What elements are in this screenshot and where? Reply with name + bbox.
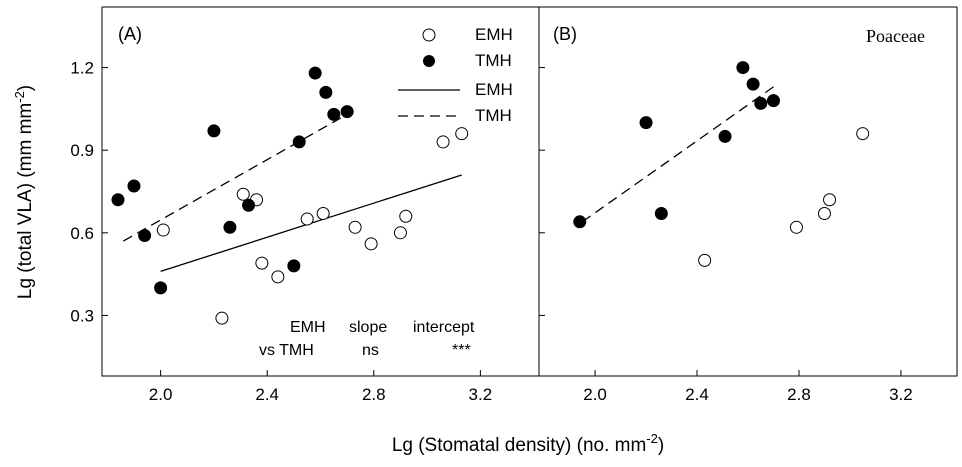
panel-b-point-tmh [736, 61, 750, 75]
panel-a-point-emh [393, 226, 407, 240]
legend-open-circle-marker [422, 28, 436, 42]
panel-a-label: (A) [118, 24, 142, 44]
panel-a-point-tmh [287, 259, 301, 273]
panel-b-point-tmh [718, 129, 732, 143]
annotation-significance: *** [452, 342, 471, 359]
panel-b-title: Poaceae [866, 26, 925, 46]
panel-b-point-tmh [754, 96, 768, 110]
panel-a-point-emh [300, 212, 314, 226]
panel-a-point-tmh [223, 220, 237, 234]
annotation-intercept: intercept [413, 319, 475, 336]
annotation-slope: slope [349, 319, 387, 336]
panel-b-point-tmh [766, 94, 780, 108]
x-axis-label-end: ) [658, 435, 664, 456]
panel-b-point-emh [817, 207, 831, 221]
panel-a-point-emh [364, 237, 378, 251]
panel-b-point-emh [823, 193, 837, 207]
comparison-annotation: EMH slope intercept vs TMH ns *** [259, 319, 475, 359]
panel-a-point-tmh [308, 66, 322, 80]
panel-a-point-tmh [138, 229, 152, 243]
panel-a-point-emh [399, 209, 413, 223]
annotation-ns: ns [362, 342, 379, 359]
panel-b-point-emh [856, 127, 870, 141]
x-axis-label-superscript: -2 [646, 431, 658, 446]
panel-a-x-tick-label: 3.2 [469, 385, 493, 404]
panel-a-point-tmh [154, 281, 168, 295]
panel-b: (B) Poaceae 2.0 2.4 2.8 3.2 [539, 24, 925, 404]
panel-a-point-tmh [319, 85, 333, 99]
panel-a-point-emh [215, 311, 229, 325]
panel-b-point-emh [789, 220, 803, 234]
annotation-emh: EMH [290, 319, 326, 336]
legend-filled-circle-marker [423, 55, 435, 67]
panel-b-x-tick-label: 3.2 [889, 385, 913, 404]
panel-a-point-emh [348, 220, 362, 234]
legend-label-tmh-line: TMH [475, 106, 512, 125]
legend-label-tmh-points: TMH [475, 51, 512, 70]
panel-a-y-tick-label: 1.2 [70, 59, 94, 78]
panel-b-x-tick-label: 2.4 [685, 385, 709, 404]
panel-b-x-tick-label: 2.0 [583, 385, 607, 404]
panel-a-x-tick-label: 2.0 [149, 385, 173, 404]
y-axis-label: Lg (total VLA) (mm mm-2) [12, 85, 36, 299]
y-axis-label-superscript: -2 [12, 91, 27, 103]
panel-a-point-tmh [127, 179, 141, 193]
panel-a-point-emh [455, 127, 469, 141]
panel-b-x-tick-label: 2.8 [787, 385, 811, 404]
panel-a-point-tmh [292, 135, 306, 149]
annotation-vs-tmh: vs TMH [259, 342, 314, 359]
legend-label-emh-points: EMH [475, 25, 513, 44]
panel-a-point-emh [436, 135, 450, 149]
panel-b-point-emh [698, 253, 712, 267]
panel-a-point-tmh [242, 198, 256, 212]
panel-b-point-tmh [639, 116, 653, 130]
panel-b-point-tmh [573, 215, 587, 229]
panel-a-point-emh [236, 187, 250, 201]
panel-a-fit-tmh-line [122, 113, 348, 242]
panel-a: (A) 2.0 2.4 2.8 3.2 0.3 0.6 0.9 1.2 EMH TMH EMH… [70, 24, 512, 404]
y-axis-label-main: Lg (total VLA) (mm mm [15, 103, 36, 299]
panel-a-y-tick-label: 0.9 [70, 141, 94, 160]
panel-a-point-tmh [340, 105, 354, 119]
y-axis-label-end: ) [15, 85, 36, 91]
panel-a-x-tick-label: 2.8 [362, 385, 386, 404]
panel-a-y-tick-label: 0.3 [70, 306, 94, 325]
panel-a-point-emh [156, 223, 170, 237]
x-axis-label-main: Lg (Stomatal density) (no. mm [392, 435, 646, 456]
legend-label-emh-line: EMH [475, 80, 513, 99]
panel-a-point-emh [255, 256, 269, 270]
panel-b-point-tmh [654, 207, 668, 221]
panel-b-point-tmh [746, 77, 760, 91]
x-axis-label: Lg (Stomatal density) (no. mm-2) [392, 431, 664, 456]
legend: EMH TMH EMH TMH [398, 25, 513, 125]
panel-a-y-tick-label: 0.6 [70, 224, 94, 243]
panel-a-point-tmh [111, 193, 125, 207]
panel-a-point-tmh [207, 124, 221, 138]
panel-a-x-tick-label: 2.4 [255, 385, 279, 404]
panel-a-point-emh [316, 207, 330, 221]
panel-b-fit-tmh-line [581, 86, 774, 223]
panel-a-point-tmh [327, 107, 341, 121]
panel-b-frame [538, 6, 958, 377]
panel-a-point-emh [271, 270, 285, 284]
panel-b-label: (B) [553, 24, 577, 44]
